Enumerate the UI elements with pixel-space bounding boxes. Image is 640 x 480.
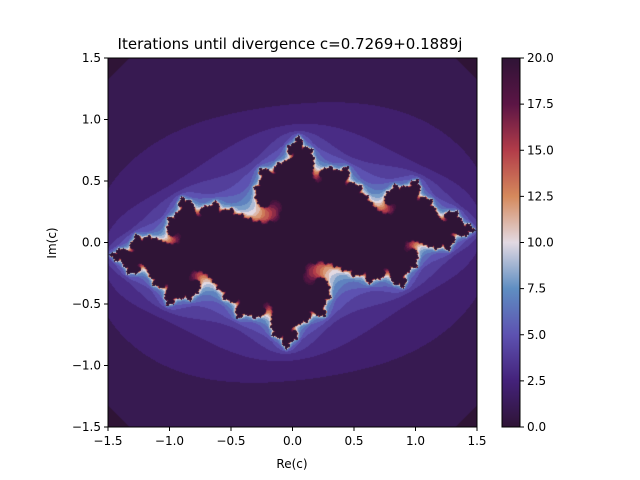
x-axis-ticks: −1.5 −1.0 −0.5 0.0 0.5 1.0 1.5 (93, 427, 487, 448)
x-tick-label: 1.0 (406, 434, 425, 448)
y-tick-label: −1.0 (72, 359, 101, 373)
colorbar-tick-label: 10.0 (527, 236, 554, 250)
colorbar-tick-label: 20.0 (527, 51, 554, 65)
x-tick-label: −0.5 (216, 434, 245, 448)
colorbar-tick-label: 5.0 (527, 328, 546, 342)
x-tick-label: −1.0 (155, 434, 184, 448)
x-axis-label: Re(c) (276, 457, 307, 471)
colorbar-ticks: 0.0 2.5 5.0 7.5 10.0 12.5 15.0 17.5 20.0 (520, 51, 554, 434)
colorbar-tick-label: 12.5 (527, 189, 554, 203)
y-axis-ticks: −1.5 −1.0 −0.5 0.0 0.5 1.0 1.5 (72, 51, 108, 434)
x-tick-label: 0.0 (283, 434, 302, 448)
heatmap-plot-area (108, 58, 477, 427)
chart-title: Iterations until divergence c=0.7269+0.1… (118, 35, 463, 53)
colorbar-tick-label: 7.5 (527, 282, 546, 296)
colorbar-tick-label: 2.5 (527, 374, 546, 388)
y-tick-label: −1.5 (72, 420, 101, 434)
colorbar-tick-label: 15.0 (527, 143, 554, 157)
colorbar-tick-label: 0.0 (527, 420, 546, 434)
y-tick-label: 1.5 (82, 51, 101, 65)
y-tick-label: 0.0 (82, 236, 101, 250)
y-tick-label: 1.0 (82, 113, 101, 127)
julia-heatmap (108, 58, 477, 427)
y-axis-label: Im(c) (45, 227, 59, 258)
colorbar-tick-label: 17.5 (527, 97, 554, 111)
y-tick-label: 0.5 (82, 174, 101, 188)
x-tick-label: 0.5 (344, 434, 363, 448)
colorbar-bar (502, 58, 520, 427)
x-tick-label: 1.5 (467, 434, 486, 448)
x-tick-label: −1.5 (93, 434, 122, 448)
y-tick-label: −0.5 (72, 297, 101, 311)
